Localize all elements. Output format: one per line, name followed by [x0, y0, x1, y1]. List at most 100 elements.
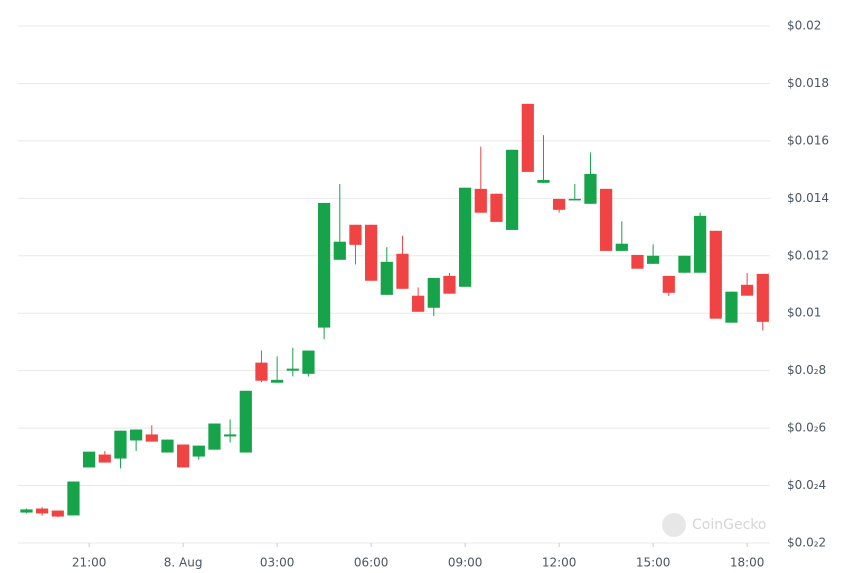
candle — [584, 152, 597, 204]
candle-body — [506, 149, 519, 230]
candle — [318, 202, 331, 340]
candle-body — [662, 275, 675, 293]
candle-body — [177, 444, 190, 468]
y-tick-label: $0.018 — [787, 76, 829, 90]
candle-body — [302, 350, 315, 374]
candle — [114, 430, 127, 469]
candle — [756, 273, 769, 331]
y-tick-label: $0.0₂6 — [787, 421, 826, 435]
candle — [36, 507, 49, 516]
candle — [647, 244, 660, 264]
x-tick-label: 8. Aug — [164, 556, 203, 570]
candle — [130, 429, 143, 452]
candle-body — [333, 241, 346, 260]
candle-body — [647, 255, 660, 264]
candle-body — [98, 454, 111, 463]
candle — [302, 350, 315, 377]
candle-body — [36, 508, 49, 514]
watermark-text: CoinGecko — [692, 517, 766, 533]
candle — [506, 149, 519, 230]
y-tick-label: $0.014 — [787, 191, 829, 205]
candle — [474, 146, 487, 213]
candle-body — [474, 188, 487, 213]
candle — [286, 347, 299, 377]
candle-body — [584, 173, 597, 204]
candle — [239, 390, 252, 453]
candle-body — [412, 295, 425, 312]
candle — [51, 510, 64, 518]
candle — [333, 183, 346, 260]
x-tick-label: 18:00 — [730, 556, 765, 570]
watermark-logo — [662, 513, 686, 537]
candle-body — [208, 423, 221, 450]
y-tick-label: $0.0₂4 — [787, 478, 826, 492]
candle — [161, 439, 174, 453]
x-tick-label: 03:00 — [260, 556, 295, 570]
candle-body — [537, 179, 550, 183]
candle-body — [192, 445, 205, 457]
candle — [255, 350, 268, 383]
candle-body — [568, 198, 581, 201]
candle-body — [51, 510, 64, 517]
candle — [600, 188, 613, 251]
candle-body — [255, 362, 268, 381]
candle-body — [271, 379, 284, 383]
watermark: CoinGecko — [662, 513, 766, 537]
candle-body — [459, 187, 472, 287]
candle-body — [694, 215, 707, 273]
y-tick-label: $0.012 — [787, 248, 829, 262]
candle-body — [380, 261, 393, 295]
candle — [631, 254, 644, 269]
candle-body — [318, 202, 331, 328]
candle-body — [553, 198, 566, 210]
candle — [208, 423, 221, 450]
candle — [694, 212, 707, 273]
candle-body — [161, 439, 174, 453]
candle-body — [631, 254, 644, 269]
candle — [427, 277, 440, 317]
candle — [521, 103, 534, 172]
y-tick-label: $0.01 — [787, 306, 821, 320]
y-tick-label: $0.0₂2 — [787, 536, 826, 550]
candle — [83, 451, 96, 468]
x-tick-label: 12:00 — [542, 556, 577, 570]
candle — [537, 135, 550, 183]
candle-body — [709, 230, 722, 319]
candle — [709, 230, 722, 319]
candle-body — [130, 429, 143, 441]
candle-body — [600, 188, 613, 251]
candle-body — [114, 430, 127, 459]
y-tick-label: $0.0₂8 — [787, 363, 826, 377]
candle-body — [678, 255, 691, 273]
candle — [396, 235, 409, 289]
x-tick-label: 06:00 — [354, 556, 389, 570]
x-tick-label: 15:00 — [636, 556, 671, 570]
candle — [459, 187, 472, 287]
candle-body — [615, 243, 628, 251]
candle — [678, 255, 691, 273]
candle — [490, 193, 503, 222]
candle — [145, 425, 158, 442]
candle — [380, 247, 393, 295]
candle-body — [725, 291, 738, 323]
candle — [662, 275, 675, 296]
candle-body — [443, 275, 456, 294]
candle-body — [427, 277, 440, 308]
candle — [568, 183, 581, 201]
y-tick-label: $0.02 — [787, 19, 821, 33]
candle — [349, 224, 362, 265]
candle-body — [20, 509, 33, 513]
x-tick-label: 21:00 — [72, 556, 107, 570]
candle — [741, 273, 754, 296]
candle — [98, 451, 111, 463]
candle — [412, 287, 425, 312]
candle — [224, 419, 237, 443]
candle-body — [67, 481, 80, 516]
candle-body — [145, 434, 158, 442]
candle-body — [396, 253, 409, 289]
candle — [615, 221, 628, 251]
candle-body — [224, 434, 237, 437]
candle — [553, 198, 566, 213]
candle-body — [239, 390, 252, 453]
